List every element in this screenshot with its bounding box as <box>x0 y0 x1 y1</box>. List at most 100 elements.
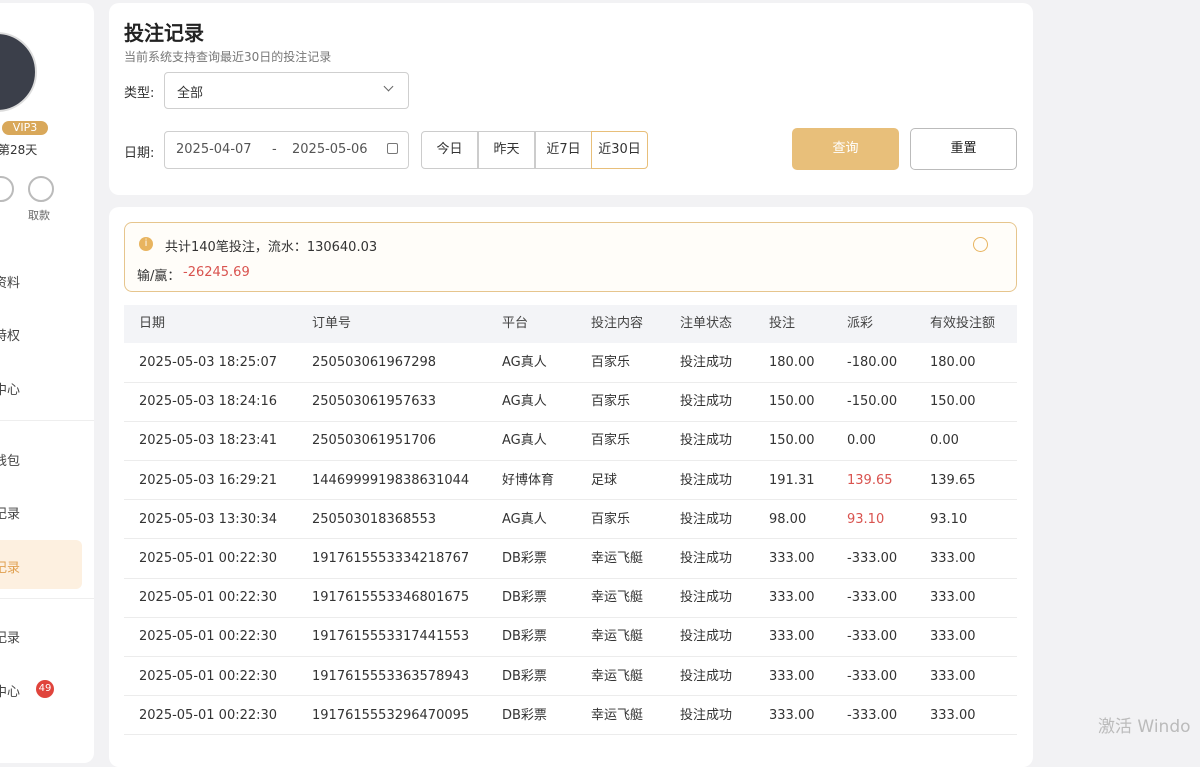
sidebar-item[interactable]: 中心 <box>0 383 21 398</box>
table-cell: 139.65 <box>847 472 893 488</box>
table-cell: 投注成功 <box>680 629 733 645</box>
table-cell: 139.65 <box>930 472 976 488</box>
row-divider <box>124 734 1017 736</box>
sidebar-item[interactable]: 中心 <box>0 685 21 700</box>
info-icon: i <box>139 237 153 251</box>
table-cell: 1917615553346801675 <box>312 590 470 606</box>
start-date: 2025-04-07 <box>176 142 252 157</box>
reset-button[interactable]: 重置 <box>910 128 1017 170</box>
table-cell: 幸运飞艇 <box>591 707 644 723</box>
table-cell: 百家乐 <box>591 394 631 410</box>
table-cell: 250503061967298 <box>312 355 437 370</box>
page-body: VIP3 第28天 取款 资料 特权 中心 钱包 记录 记录 记录 中心 49 投注记录 当前… <box>0 3 1191 767</box>
table-cell: 93.10 <box>930 511 968 527</box>
table-cell: 0.00 <box>847 433 876 449</box>
table-cell: 投注成功 <box>680 590 733 606</box>
summary-line: 共计140笔投注，流水：130640.03 <box>165 240 378 255</box>
table-cell: 好博体育 <box>502 472 555 488</box>
table-cell: 150.00 <box>769 394 815 410</box>
table-cell: 333.00 <box>769 590 815 606</box>
winloss-label: 输/赢： <box>137 269 181 284</box>
table-cell: 250503061957633 <box>312 394 437 410</box>
quick-button[interactable]: 近7日 <box>535 131 592 169</box>
table-header-bg <box>124 305 1017 343</box>
column-header: 日期 <box>139 316 166 331</box>
table-cell: DB彩票 <box>502 668 547 684</box>
winloss-value: -26245.69 <box>183 265 250 280</box>
withdraw[interactable]: 取款 <box>28 209 50 222</box>
row-divider <box>124 655 1017 657</box>
table-cell: 2025-05-03 16:29:21 <box>139 472 278 488</box>
table-cell: 幸运飞艇 <box>591 551 644 566</box>
withdraw-icon[interactable] <box>28 176 54 202</box>
column-header: 订单号 <box>312 316 352 331</box>
table-cell: AG真人 <box>502 433 547 449</box>
table-cell: 191.31 <box>769 472 815 488</box>
table-cell: 2025-05-01 00:22:30 <box>139 707 278 723</box>
table-cell: 98.00 <box>769 511 807 527</box>
table-cell: 幸运飞艇 <box>591 668 644 684</box>
search-button[interactable]: 查询 <box>792 128 899 170</box>
table-cell: 333.00 <box>769 707 815 723</box>
table-cell: 333.00 <box>930 551 976 566</box>
table-cell: 2025-05-01 00:22:30 <box>139 668 278 684</box>
page: {"sidebar":{"vip":"VIP3","days":"第28天","… <box>0 3 1191 767</box>
quick-button[interactable]: 昨天 <box>478 131 535 169</box>
table-cell: 1446999919838631044 <box>312 472 470 488</box>
table-cell: DB彩票 <box>502 590 547 606</box>
collapse-icon[interactable] <box>973 237 988 252</box>
column-header: 派彩 <box>847 316 874 331</box>
table-cell: 250503018368553 <box>312 511 437 527</box>
table-cell: 333.00 <box>930 590 976 606</box>
table-cell: 投注成功 <box>680 394 733 410</box>
column-header: 平台 <box>502 316 529 331</box>
active-bg <box>0 540 82 589</box>
table-cell: 150.00 <box>769 433 815 449</box>
days: 第28天 <box>0 143 38 157</box>
badge: 49 <box>36 680 54 698</box>
row-divider <box>124 420 1017 422</box>
table-cell: 投注成功 <box>680 511 733 527</box>
sidebar-item[interactable]: 钱包 <box>0 454 21 469</box>
sidebar-item[interactable]: 记录 <box>0 631 21 646</box>
table-cell: 投注成功 <box>680 668 733 684</box>
table-cell: 1917615553317441553 <box>312 629 470 645</box>
table-cell: 百家乐 <box>591 511 631 527</box>
end-date: 2025-05-06 <box>292 142 368 157</box>
table-cell: 180.00 <box>930 355 976 370</box>
table-cell: AG真人 <box>502 511 547 527</box>
column-header: 有效投注额 <box>930 316 996 331</box>
divider <box>0 598 94 599</box>
row-divider <box>124 695 1017 697</box>
table-cell: 2025-05-03 18:23:41 <box>139 433 278 449</box>
table-cell: 投注成功 <box>680 551 733 566</box>
table-cell: 333.00 <box>930 707 976 723</box>
table-cell: 333.00 <box>930 668 976 684</box>
table-cell: 1917615553334218767 <box>312 551 470 566</box>
table-cell: 投注成功 <box>680 355 733 370</box>
quick-button[interactable]: 今日 <box>421 131 478 169</box>
records-panel <box>109 207 1033 767</box>
date-range[interactable]: 2025-04-07 - 2025-05-06 <box>164 131 409 169</box>
divider <box>0 420 94 421</box>
row-divider <box>124 538 1017 540</box>
sidebar-item[interactable]: 记录 <box>0 507 21 522</box>
table-cell: DB彩票 <box>502 551 547 566</box>
quick-button[interactable]: 近30日 <box>591 131 648 169</box>
type-select[interactable]: 全部 <box>164 72 409 109</box>
separator: - <box>272 142 277 157</box>
table-cell: 足球 <box>591 472 618 488</box>
table-cell: -150.00 <box>847 394 898 410</box>
sidebar-item[interactable]: 特权 <box>0 329 21 344</box>
table-cell: 百家乐 <box>591 433 631 449</box>
table-cell: -180.00 <box>847 355 898 370</box>
table-cell: 0.00 <box>930 433 959 449</box>
table-cell: 2025-05-03 18:24:16 <box>139 394 278 410</box>
sidebar-item[interactable]: 记录 <box>0 561 21 576</box>
summary-box: i 共计140笔投注，流水：130640.03 输/赢： -26245.69 <box>124 222 1017 292</box>
sidebar-item[interactable]: 资料 <box>0 276 21 291</box>
table-cell: -333.00 <box>847 668 898 684</box>
row-divider <box>124 499 1017 501</box>
table-cell: 2025-05-01 00:22:30 <box>139 551 278 566</box>
table-cell: 1917615553363578943 <box>312 668 470 684</box>
